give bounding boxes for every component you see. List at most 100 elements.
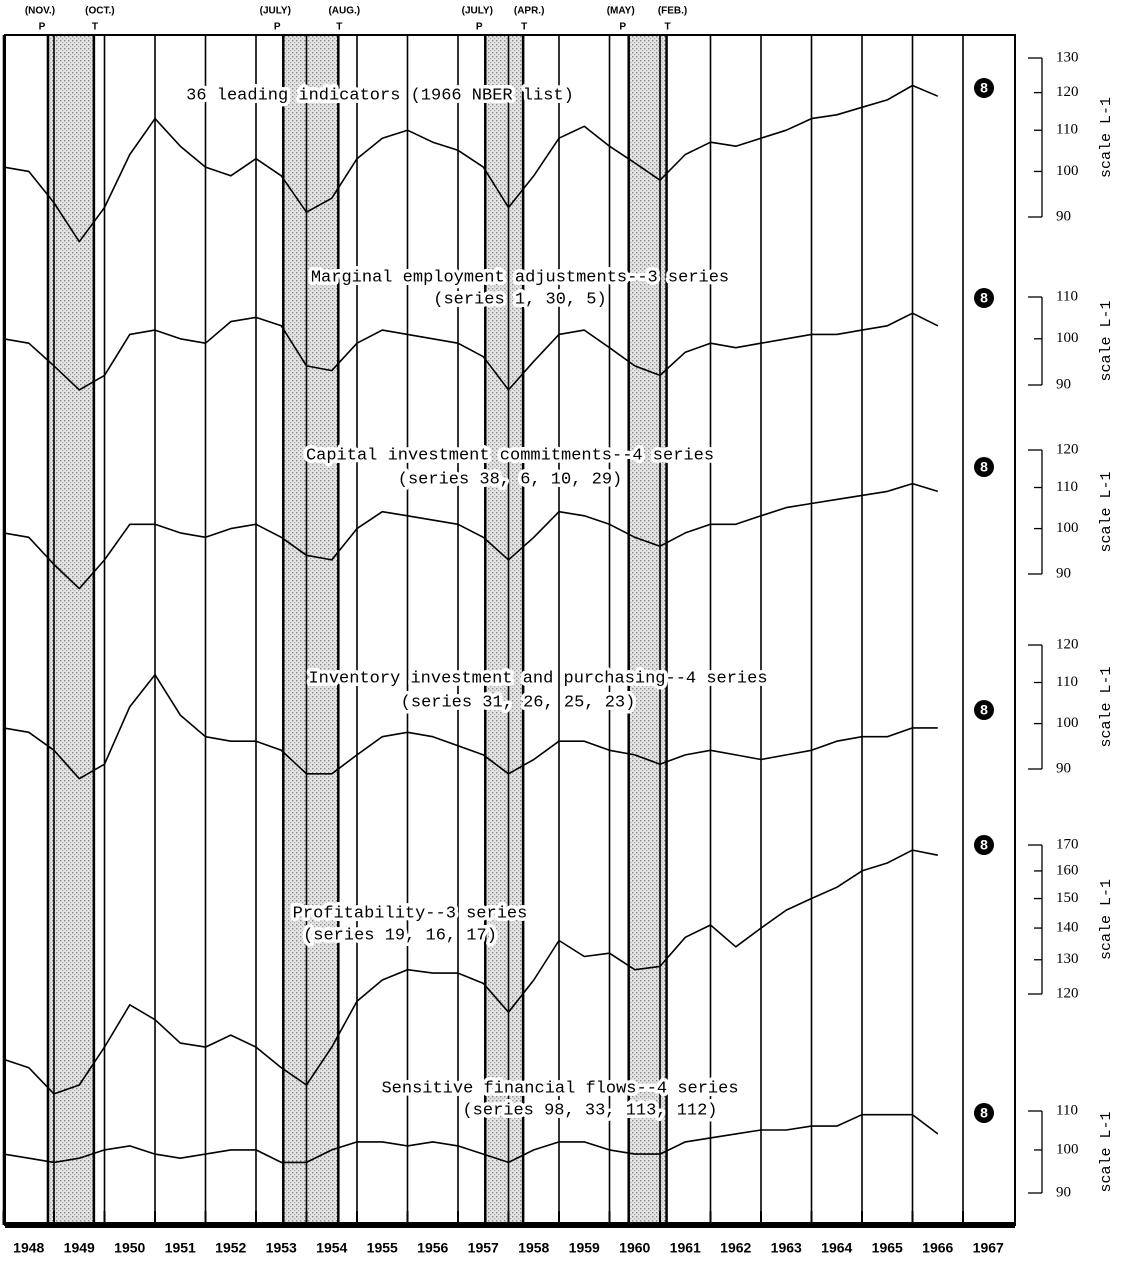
recession-band (47, 35, 94, 1225)
year-label: 1949 (64, 1240, 95, 1256)
panel-subtitle: (series 1, 30, 5) (433, 290, 606, 309)
trough-month: (FEB.) (658, 6, 687, 17)
marker-label: 8 (980, 459, 988, 475)
y-tick-label: 90 (1056, 376, 1071, 392)
year-label: 1952 (215, 1240, 246, 1256)
y-axis-label: scale L-1 (1098, 471, 1115, 552)
marker-badge (974, 1103, 994, 1123)
peak-month: (JULY) (260, 6, 291, 17)
panel-title: Inventory investment and purchasing--4 s… (308, 669, 767, 688)
panel-title: Profitability--3 series (293, 904, 528, 923)
peak-label: P (476, 22, 483, 33)
panel-subtitle: (series 31, 26, 25, 23) (401, 693, 636, 712)
time-axis-bar (5, 1222, 1015, 1228)
marker-badge (974, 457, 994, 477)
peak-label: P (274, 22, 281, 33)
recession-band (628, 35, 667, 1225)
marker-badge (974, 78, 994, 98)
y-axis-label: scale L-1 (1098, 879, 1115, 960)
peak-label: P (39, 22, 46, 33)
trough-label: T (336, 22, 342, 33)
series-line (3, 1113, 939, 1164)
marker-label: 8 (980, 290, 988, 306)
panel-title: Capital investment commitments--4 series (306, 446, 714, 465)
y-tick-label: 90 (1056, 565, 1071, 581)
peak-month: (JULY) (462, 6, 493, 17)
marker-label: 8 (980, 80, 988, 96)
panel-subtitle: (series 98, 33, 113, 112) (462, 1101, 717, 1120)
series-line (3, 482, 939, 590)
year-label: 1948 (13, 1240, 44, 1256)
marker-badge (974, 288, 994, 308)
y-tick-label: 110 (1056, 1102, 1078, 1118)
recession-band (485, 35, 524, 1225)
year-label: 1955 (367, 1240, 398, 1256)
year-label: 1960 (619, 1240, 650, 1256)
trough-month: (AUG.) (328, 6, 360, 17)
y-tick-label: 160 (1056, 862, 1079, 878)
y-tick-label: 100 (1056, 715, 1079, 731)
y-tick-label: 110 (1056, 122, 1078, 138)
y-tick-label: 130 (1056, 951, 1079, 967)
marker-badge (974, 700, 994, 720)
year-label: 1953 (266, 1240, 297, 1256)
y-tick-label: 170 (1056, 836, 1079, 852)
panel-title: Sensitive financial flows--4 series (381, 1079, 738, 1098)
year-label: 1954 (316, 1240, 347, 1256)
y-axis-label: scale L-1 (1098, 666, 1115, 747)
y-axis-label: scale L-1 (1098, 97, 1115, 178)
y-tick-label: 110 (1056, 288, 1078, 304)
year-label: 1956 (417, 1240, 448, 1256)
year-label: 1965 (872, 1240, 903, 1256)
recession-band (283, 35, 339, 1225)
panel-subtitle: (series 19, 16, 17) (303, 926, 497, 945)
year-label: 1961 (670, 1240, 701, 1256)
trough-month: (APR.) (514, 6, 545, 17)
y-tick-label: 100 (1056, 520, 1079, 536)
trough-label: T (521, 22, 527, 33)
y-tick-label: 120 (1056, 985, 1079, 1001)
y-tick-label: 120 (1056, 636, 1079, 652)
y-tick-label: 90 (1056, 760, 1071, 776)
year-label: 1966 (922, 1240, 953, 1256)
year-label: 1959 (569, 1240, 600, 1256)
trough-label: T (92, 22, 98, 33)
y-tick-label: 90 (1056, 1184, 1071, 1200)
peak-month: (NOV.) (25, 6, 55, 17)
series-line (3, 312, 939, 391)
y-tick-label: 90 (1056, 208, 1071, 224)
year-label: 1950 (114, 1240, 145, 1256)
peak-label: P (619, 22, 626, 33)
panel-title: 36 leading indicators (1966 NBER list) (186, 86, 574, 105)
year-label: 1951 (165, 1240, 196, 1256)
y-tick-label: 120 (1056, 84, 1079, 100)
trough-label: T (665, 22, 671, 33)
y-tick-label: 100 (1056, 1141, 1079, 1157)
trough-month: (OCT.) (85, 6, 114, 17)
year-label: 1963 (771, 1240, 802, 1256)
marker-label: 8 (980, 1105, 988, 1121)
y-tick-label: 110 (1056, 674, 1078, 690)
year-label: 1958 (518, 1240, 549, 1256)
year-label: 1964 (821, 1240, 852, 1256)
year-label: 1967 (973, 1240, 1004, 1256)
series-line (3, 673, 938, 780)
y-axis-label: scale L-1 (1098, 300, 1115, 381)
y-tick-label: 100 (1056, 163, 1079, 179)
y-tick-label: 140 (1056, 919, 1079, 935)
year-label: 1957 (468, 1240, 499, 1256)
y-tick-label: 100 (1056, 330, 1079, 346)
y-tick-label: 120 (1056, 441, 1079, 457)
y-tick-label: 110 (1056, 479, 1078, 495)
panel-subtitle: (series 38, 6, 10, 29) (398, 470, 622, 489)
marker-label: 8 (980, 837, 988, 853)
series-line (3, 84, 939, 243)
y-axis-label: scale L-1 (1098, 1111, 1115, 1192)
series-line (3, 849, 938, 1095)
panel-title: Marginal employment adjustments--3 serie… (311, 268, 729, 287)
marker-badge (974, 835, 994, 855)
y-tick-label: 150 (1056, 890, 1079, 906)
peak-month: (MAY) (607, 6, 635, 17)
marker-label: 8 (980, 702, 988, 718)
